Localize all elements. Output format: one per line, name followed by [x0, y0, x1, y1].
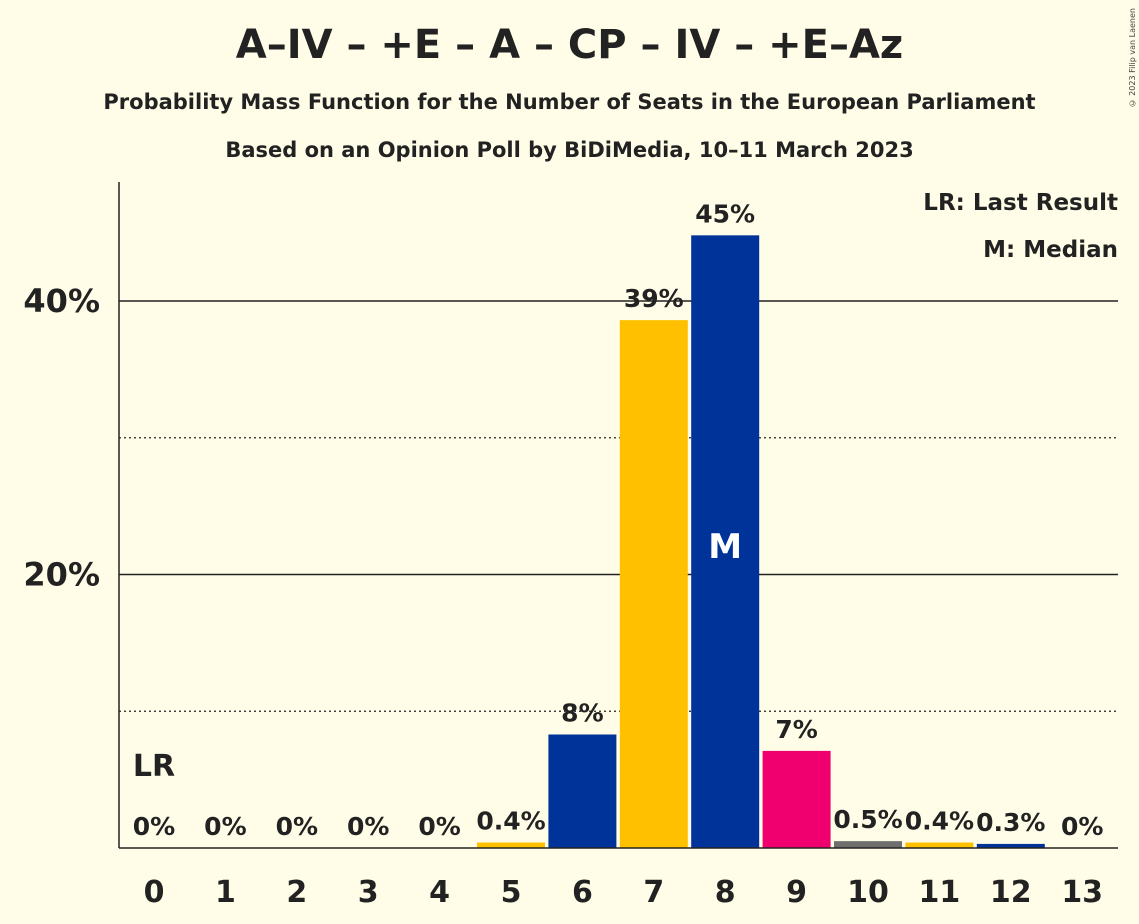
legend-last-result: LR: Last Result [923, 190, 1118, 216]
bar-seat-9 [762, 750, 831, 848]
bar-seat-7 [619, 320, 688, 849]
bar-seat-11 [905, 842, 974, 848]
bar-seat-5 [477, 842, 545, 848]
x-tick-label-7: 7 [643, 875, 664, 910]
data-label-seat-8: 45% [695, 199, 755, 228]
data-label-seat-12: 0.3% [976, 808, 1045, 837]
x-tick-label-6: 6 [572, 875, 593, 910]
last-result-marker: LR [133, 749, 175, 784]
data-label-seat-3: 0% [347, 812, 389, 841]
data-label-seat-6: 8% [561, 698, 603, 727]
data-label-seat-4: 0% [418, 812, 460, 841]
data-labels: 0% 0% 0% 0% 0% 0.4%8%39%45%7%0.5% 0.4% 0.3% 0%LR… [133, 199, 1104, 841]
bars [477, 235, 1045, 849]
x-tick-label-1: 1 [215, 875, 236, 910]
bar-seat-10 [834, 841, 902, 848]
x-tick-label-5: 5 [501, 875, 522, 910]
x-tick-label-4: 4 [429, 875, 450, 910]
data-label-seat-13: 0% [1061, 812, 1103, 841]
data-label-seat-5: 0.4% [476, 807, 545, 836]
grid-lines [119, 300, 1118, 712]
data-label-seat-1: 0% [204, 812, 246, 841]
chart-subtitle: Probability Mass Function for the Number… [103, 90, 1036, 114]
bar-seat-6 [548, 734, 617, 848]
data-label-seat-7: 39% [624, 284, 684, 313]
x-tick-label-8: 8 [715, 875, 736, 910]
bar-seat-12 [976, 843, 1045, 848]
axes: 20%40%0 1 2 3 4 5 6 7 8 9 10 11 12 13 [23, 182, 1118, 910]
legend-median: M: Median [983, 237, 1118, 263]
data-label-seat-9: 7% [775, 715, 817, 744]
median-marker: M [708, 527, 742, 567]
x-tick-label-10: 10 [847, 875, 889, 910]
x-tick-label-2: 2 [286, 875, 307, 910]
data-label-seat-2: 0% [276, 812, 318, 841]
y-tick-label-40: 40% [23, 282, 100, 320]
x-tick-label-0: 0 [144, 875, 165, 910]
y-tick-label-20: 20% [23, 555, 100, 593]
data-label-seat-11: 0.4% [905, 807, 974, 836]
x-tick-label-12: 12 [990, 875, 1032, 910]
chart-source-subtitle: Based on an Opinion Poll by BiDiMedia, 1… [225, 138, 914, 162]
x-tick-label-13: 13 [1061, 875, 1103, 910]
bar-seat-8 [691, 235, 760, 848]
x-tick-label-3: 3 [358, 875, 379, 910]
x-tick-label-9: 9 [786, 875, 807, 910]
data-label-seat-0: 0% [133, 812, 175, 841]
x-tick-label-11: 11 [919, 875, 961, 910]
data-label-seat-10: 0.5% [833, 805, 902, 834]
chart-title: A–IV – +E – A – CP – IV – +E–Az [235, 22, 904, 68]
